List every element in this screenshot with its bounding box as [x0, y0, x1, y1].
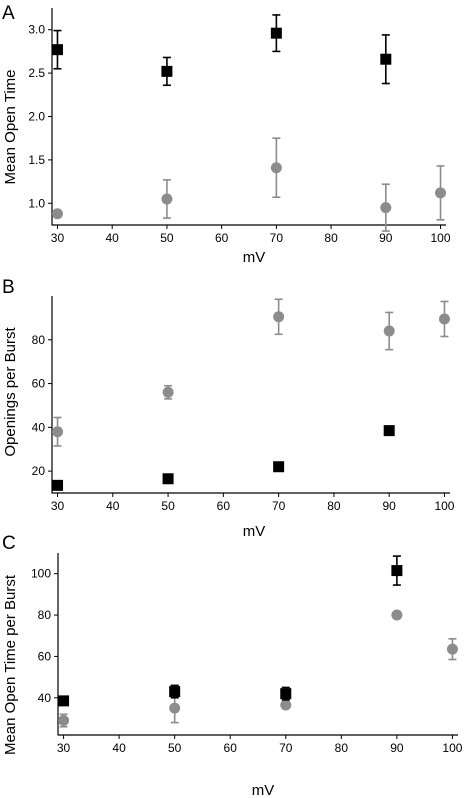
panel-c-label: C — [2, 533, 16, 554]
panel-c-x-axis-title: mV — [252, 782, 275, 798]
panel-c-y-axis-title: Mean Open Time per Burst — [2, 574, 19, 755]
panel-c-x-tick-label: 40 — [112, 741, 126, 755]
panel-b-gray-circle-point — [438, 313, 450, 325]
panel-b-black-square-point — [383, 425, 395, 437]
panel-a-y-tick-label: 2.0 — [28, 110, 45, 124]
panel-a-gray-circle-point — [51, 208, 63, 220]
panel-a-y-tick-label: 1.0 — [28, 196, 45, 210]
panel-a-x-tick-label: 90 — [379, 231, 393, 245]
panel-a-gray-circle-point — [380, 202, 392, 214]
panel-a-black-square-point — [270, 27, 282, 39]
panel-b-x-tick-label: 90 — [383, 499, 397, 513]
panel-c-black-square-point — [391, 565, 403, 577]
panel-a-gray-circle-point — [435, 187, 447, 199]
panel-b-x-tick-label: 40 — [106, 499, 120, 513]
panel-a-black-square-point — [380, 53, 392, 65]
panel-c-gray-circle-point — [391, 609, 403, 621]
panel-a-x-axis-title: mV — [243, 249, 266, 266]
panel-b-y-axis-title: Openings per Burst — [2, 327, 19, 457]
panel-a-gray-circle-point — [161, 193, 173, 205]
panel-b-gray-circle-point — [383, 325, 395, 337]
panel-c-gray-circle-point — [58, 715, 70, 727]
panel-c-black-square-point — [169, 686, 181, 698]
panel-c-y-tick-label: 60 — [38, 649, 52, 663]
panel-a-x-tick-label: 60 — [215, 231, 229, 245]
panel-c-y-tick-label: 100 — [31, 567, 51, 581]
panel-c-x-tick-label: 60 — [224, 741, 238, 755]
panel-b-gray-circle-point — [52, 426, 64, 438]
panel-a-x-tick-label: 50 — [160, 231, 174, 245]
panel-b: B Openings per Burst mV 30 40 50 60 70 80 90 10… — [2, 277, 455, 540]
panel-b-x-tick-label: 100 — [434, 499, 454, 513]
panel-b-y-tick-label: 20 — [32, 464, 46, 478]
panel-b-black-square-point — [162, 473, 174, 485]
panel-c-x-tick-label: 80 — [335, 741, 349, 755]
panel-c-gray-circle-point — [169, 702, 181, 714]
panel-b-gray-circle-point — [273, 311, 285, 323]
panel-b-gray-circle-point — [162, 386, 174, 398]
panel-a-y-tick-label: 3.0 — [28, 23, 45, 37]
panel-c-black-square-point — [58, 695, 70, 707]
panel-a-x-tick-label: 40 — [106, 231, 120, 245]
panel-c-black-square-point — [280, 688, 292, 700]
panel-b-black-square-point — [52, 479, 64, 491]
panel-a-y-tick-label: 1.5 — [28, 153, 45, 167]
panel-a-label: A — [2, 3, 15, 24]
panel-c-gray-circle-point — [446, 643, 458, 655]
panel-b-x-axis-title: mV — [243, 523, 266, 540]
panel-a-gray-circle-point — [270, 162, 282, 174]
panel-b-x-tick-label: 60 — [217, 499, 231, 513]
panel-b-y-tick-label: 40 — [32, 420, 46, 434]
panel-b-black-square-point — [273, 461, 285, 473]
panel-c: C Mean Open Time per Burst mV 30 40 50 60 70… — [2, 533, 463, 798]
panel-c-x-tick-label: 70 — [279, 741, 293, 755]
panel-b-label: B — [2, 277, 15, 298]
panel-a-black-square-point — [51, 44, 63, 56]
panel-b-x-tick-label: 80 — [327, 499, 341, 513]
panel-a-x-tick-label: 30 — [51, 231, 65, 245]
panel-a-x-tick-label: 80 — [324, 231, 338, 245]
panel-c-x-tick-label: 90 — [390, 741, 404, 755]
panel-a-y-tick-label: 2.5 — [28, 66, 45, 80]
panel-b-y-tick-label: 60 — [32, 377, 46, 391]
panel-b-x-tick-label: 70 — [272, 499, 286, 513]
panel-b-x-tick-label: 50 — [161, 499, 175, 513]
panel-a-black-square-point — [161, 65, 173, 77]
panel-b-x-tick-label: 30 — [51, 499, 65, 513]
panel-c-x-tick-label: 30 — [57, 741, 71, 755]
panel-a-y-axis-title: Mean Open Time — [2, 69, 19, 184]
panel-c-y-tick-label: 80 — [38, 608, 52, 622]
panel-b-y-tick-label: 80 — [32, 333, 46, 347]
panel-c-y-tick-label: 40 — [38, 691, 52, 705]
panel-a-x-tick-label: 70 — [270, 231, 284, 245]
panel-c-x-tick-label: 100 — [442, 741, 462, 755]
panel-a-x-tick-label: 100 — [431, 231, 451, 245]
panel-c-x-tick-label: 50 — [168, 741, 182, 755]
panel-a: A Mean Open Time mV 30 40 50 60 70 80 90 100 1.0… — [2, 3, 451, 266]
panel-c-gray-circle-point — [280, 699, 292, 711]
